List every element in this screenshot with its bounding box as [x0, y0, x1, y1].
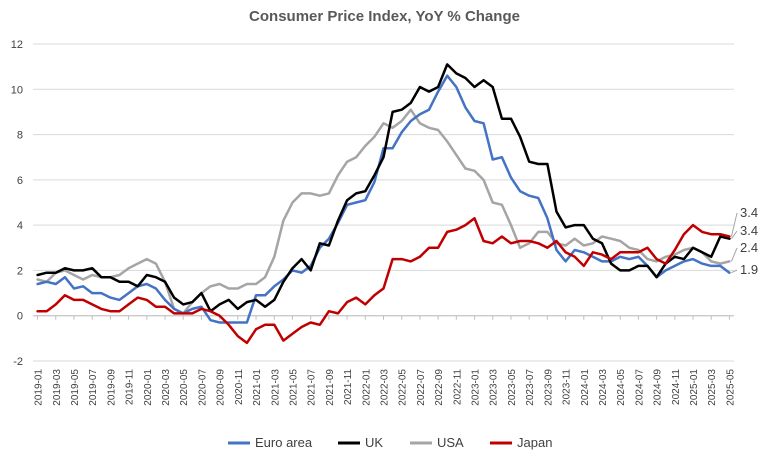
x-tick-label: 2019-03 — [52, 369, 63, 406]
series-line-japan — [36, 217, 731, 345]
y-tick-label: -2 — [13, 356, 23, 368]
end-label-leader — [730, 247, 738, 262]
x-tick-label: 2025-03 — [707, 369, 718, 406]
end-value-label: 1.9 — [740, 262, 758, 277]
x-tick-label: 2021-01 — [252, 369, 263, 406]
x-tick-label: 2024-03 — [598, 369, 609, 406]
x-tick-label: 2020-01 — [143, 369, 154, 406]
x-tick-label: 2024-01 — [580, 369, 591, 406]
y-tick-label: 0 — [17, 311, 23, 323]
x-tick-label: 2024-11 — [671, 369, 682, 405]
x-tick-label: 2023-05 — [507, 369, 518, 406]
series-line-euro-area — [36, 74, 731, 324]
x-tick-label: 2022-03 — [380, 369, 391, 406]
x-tick-label: 2021-11 — [343, 369, 354, 405]
end-label-leader — [730, 212, 738, 237]
y-tick-label: 10 — [11, 84, 23, 96]
end-label-leader — [731, 269, 738, 274]
y-tick-label: 2 — [17, 265, 23, 277]
x-tick-label: 2019-05 — [70, 369, 81, 406]
x-tick-label: 2020-03 — [161, 369, 172, 406]
legend-label: USA — [437, 435, 464, 450]
x-tick-label: 2020-05 — [179, 369, 190, 406]
x-tick-label: 2020-07 — [197, 369, 208, 406]
x-tick-label: 2021-03 — [270, 369, 281, 406]
series-line-usa — [36, 108, 731, 315]
x-tick-label: 2019-01 — [34, 369, 45, 406]
x-tick-label: 2019-09 — [106, 369, 117, 406]
chart-title: Consumer Price Index, YoY % Change — [249, 8, 520, 25]
x-tick-label: 2022-11 — [452, 369, 463, 405]
x-tick-label: 2021-09 — [325, 369, 336, 406]
end-value-label: 3.4 — [740, 205, 758, 220]
x-tick-label: 2025-01 — [689, 369, 700, 406]
x-tick-label: 2023-07 — [525, 369, 536, 406]
end-value-label: 2.4 — [740, 240, 758, 255]
y-tick-label: 6 — [17, 175, 23, 187]
series-line-uk — [36, 63, 731, 313]
x-tick-label: 2020-11 — [234, 369, 245, 405]
x-tick-label: 2020-09 — [216, 369, 227, 406]
x-tick-label: 2024-05 — [616, 369, 627, 406]
legend-label: Euro area — [255, 435, 313, 450]
x-tick-label: 2024-07 — [634, 369, 645, 406]
x-tick-label: 2022-07 — [416, 369, 427, 406]
end-value-label: 3.4 — [740, 223, 758, 238]
x-tick-label: 2023-01 — [471, 369, 482, 406]
x-tick-label: 2023-03 — [489, 369, 500, 406]
x-tick-label: 2023-09 — [543, 369, 554, 406]
y-tick-label: 12 — [11, 39, 23, 51]
end-label-leader — [731, 230, 738, 240]
x-tick-label: 2019-07 — [88, 369, 99, 406]
legend-label: UK — [365, 435, 383, 450]
x-tick-label: 2019-11 — [125, 369, 136, 405]
x-tick-label: 2025-05 — [725, 369, 736, 406]
x-tick-label: 2022-05 — [398, 369, 409, 406]
x-tick-label: 2021-05 — [288, 369, 299, 406]
x-tick-label: 2023-11 — [562, 369, 573, 405]
y-tick-label: 4 — [17, 220, 23, 232]
x-tick-label: 2022-09 — [434, 369, 445, 406]
x-tick-label: 2022-01 — [361, 369, 372, 406]
x-tick-label: 2021-07 — [307, 369, 318, 406]
legend-label: Japan — [517, 435, 552, 450]
x-tick-label: 2024-09 — [653, 369, 664, 406]
y-tick-label: 8 — [17, 130, 23, 142]
